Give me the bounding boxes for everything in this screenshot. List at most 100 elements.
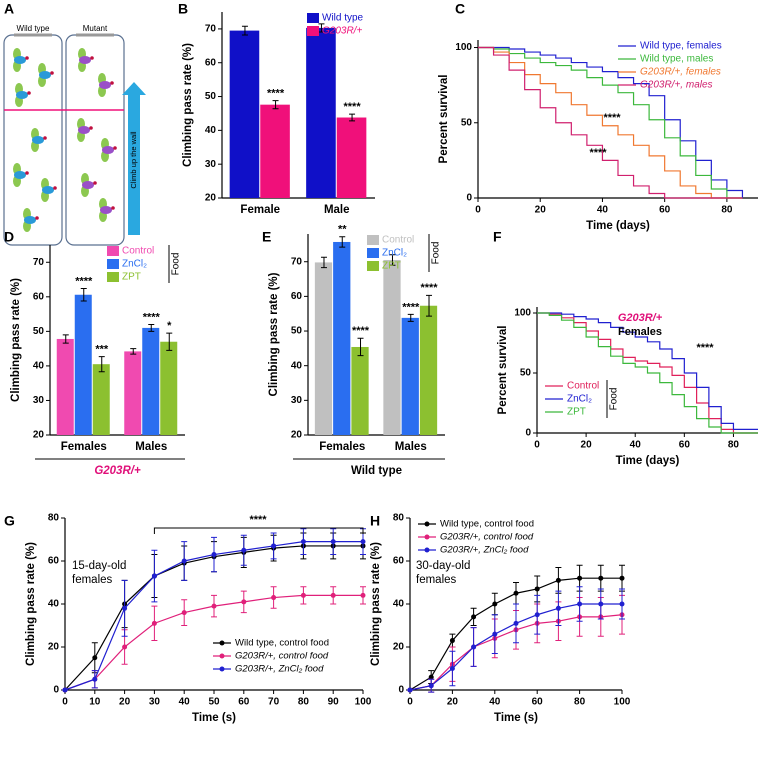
point <box>360 592 366 598</box>
legend-label: Wild type <box>322 13 364 24</box>
y-tick-label: 40 <box>48 599 60 610</box>
fly-body <box>100 206 112 214</box>
series-line <box>537 312 758 430</box>
point <box>449 638 455 644</box>
fly-body <box>14 171 26 179</box>
panel-label: H <box>370 513 380 529</box>
y-tick-label: 30 <box>205 159 217 170</box>
error-bar <box>148 323 155 332</box>
panel-label: C <box>455 1 465 17</box>
legend-label: G203R/+, control food <box>440 532 534 543</box>
annotation: 15-day-old <box>72 560 126 572</box>
x-tick-label: 100 <box>355 697 372 708</box>
y-tick-label: 40 <box>33 361 45 372</box>
legend-swatch <box>367 248 379 258</box>
legend-label: G203R/+, females <box>640 67 721 78</box>
legend-swatch <box>307 26 319 36</box>
significance: **** <box>402 301 420 313</box>
x-tick-label: 80 <box>728 440 740 451</box>
bar <box>229 30 260 198</box>
error-bar <box>426 294 433 317</box>
flies <box>13 48 117 232</box>
panel-a: A Wild type Mutant Climb up the wall <box>3 1 146 246</box>
annotation: **** <box>249 514 267 526</box>
x-tick-label: 100 <box>614 697 631 708</box>
point <box>181 558 187 564</box>
fly-eye <box>89 126 93 130</box>
fly-body <box>78 126 90 134</box>
x-tick-label: 90 <box>328 697 340 708</box>
legend-swatch <box>367 261 379 271</box>
legend-swatch <box>307 13 319 23</box>
y-tick-label: 80 <box>393 513 405 524</box>
y-axis-label: Climbing pass rate (%) <box>25 542 37 666</box>
significance: **** <box>75 275 93 287</box>
point <box>300 539 306 545</box>
point <box>598 575 604 581</box>
x-tick-label: 80 <box>574 697 586 708</box>
y-axis-label: Percent survival <box>497 326 509 415</box>
point <box>534 586 540 592</box>
annotation: females <box>416 574 457 586</box>
legend-marker <box>424 534 430 540</box>
bar <box>351 346 369 435</box>
group-label: Wild type <box>351 465 402 477</box>
x-axis-label: Time (days) <box>616 455 680 467</box>
point <box>471 614 477 620</box>
legend-title: Food <box>431 242 442 265</box>
x-tick-label: 40 <box>489 697 501 708</box>
point <box>555 577 561 583</box>
x-tick-label: 70 <box>268 697 280 708</box>
point <box>330 592 336 598</box>
bar <box>142 327 160 435</box>
y-tick-label: 30 <box>33 395 45 406</box>
significance: ** <box>338 224 347 236</box>
error-bar <box>130 348 137 355</box>
legend-marker <box>219 666 225 672</box>
fly-body <box>82 181 94 189</box>
fly-body <box>42 186 54 194</box>
point <box>619 575 625 581</box>
bar <box>314 262 333 435</box>
legend-label: Wild type, control food <box>235 638 329 649</box>
point <box>92 676 98 682</box>
legend-label: ZnCl₂ <box>567 394 592 405</box>
fly-body <box>16 91 28 99</box>
error-bar <box>320 256 327 269</box>
point <box>598 601 604 607</box>
fly-body <box>99 81 111 89</box>
point <box>577 575 583 581</box>
legend-label: Control <box>567 381 599 392</box>
point <box>271 595 277 601</box>
bar <box>56 338 74 435</box>
y-tick-label: 20 <box>33 430 45 441</box>
x-axis-label: Time (s) <box>494 712 538 724</box>
point <box>241 547 247 553</box>
y-tick-label: 20 <box>393 642 405 653</box>
panel-label: A <box>4 1 14 17</box>
x-tick-label: 0 <box>475 205 481 216</box>
bar <box>401 317 419 435</box>
fly-eye <box>43 136 47 140</box>
point <box>62 687 68 693</box>
point <box>428 683 434 689</box>
y-axis-label: Climbing pass rate (%) <box>370 542 382 666</box>
fly-eye <box>25 171 29 175</box>
series-line <box>478 46 744 198</box>
x-tick-label: 20 <box>581 440 593 451</box>
error-bar <box>357 337 364 357</box>
point <box>471 644 477 650</box>
y-tick-label: 50 <box>205 91 217 102</box>
point <box>122 605 128 611</box>
y-tick-label: 60 <box>291 291 303 302</box>
fly-eye <box>93 181 97 185</box>
bar <box>92 364 110 435</box>
legend-label: G203R/+, control food <box>235 651 329 662</box>
error-bar <box>339 236 346 248</box>
panel-label: D <box>4 229 14 245</box>
y-tick-label: 0 <box>525 428 531 439</box>
point <box>211 603 217 609</box>
x-tick-label: 0 <box>62 697 68 708</box>
panel-label: B <box>178 1 188 17</box>
